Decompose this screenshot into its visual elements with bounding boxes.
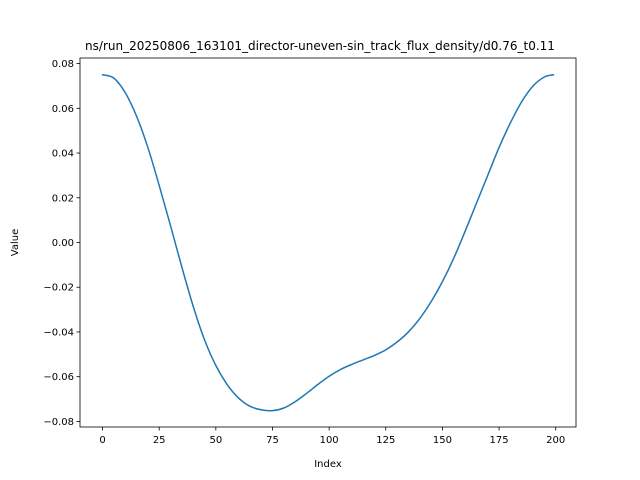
x-tick-label: 50: [209, 435, 222, 446]
x-axis-label: Index: [314, 459, 342, 470]
axes-frame: [79, 57, 577, 428]
y-tick-label: −0.02: [43, 283, 74, 294]
y-tick-label: −0.06: [43, 372, 74, 383]
x-tick-label: 125: [376, 435, 395, 446]
x-tick-label: 75: [266, 435, 279, 446]
series-group: [101, 73, 555, 412]
y-tick-label: −0.04: [43, 327, 74, 338]
chart-title: ns/run_20250806_163101_director-uneven-s…: [85, 39, 555, 53]
y-tick-label: 0.06: [52, 104, 74, 115]
x-axis-ticks: 0 25 50 75 100 125 150 175 200: [99, 427, 565, 446]
y-tick-label: −0.08: [43, 417, 74, 428]
y-axis-label: Value: [10, 229, 21, 256]
x-tick-label: 25: [153, 435, 166, 446]
y-tick-label: 0.08: [52, 59, 74, 70]
x-tick-label: 0: [99, 435, 105, 446]
x-tick-label: 150: [433, 435, 452, 446]
x-tick-label: 100: [320, 435, 339, 446]
series-line: [101, 73, 555, 412]
y-tick-label: 0.00: [52, 238, 74, 249]
y-axis-ticks: −0.08 −0.06 −0.04 −0.02 0.00 0.02 0.04 0.06 0.08: [43, 59, 80, 428]
y-tick-label: 0.02: [52, 193, 74, 204]
x-tick-label: 175: [490, 435, 509, 446]
x-tick-label: 200: [546, 435, 565, 446]
y-tick-label: 0.04: [52, 149, 74, 160]
